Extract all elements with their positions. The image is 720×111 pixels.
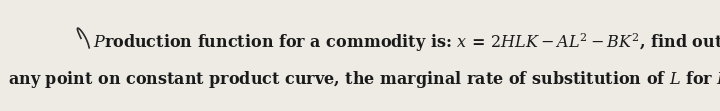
Text: any point on constant product curve, the marginal rate of substitution of $L$ fo: any point on constant product curve, the… <box>7 69 720 90</box>
Text: $\it{P}$roduction function for a commodity is: $x$ = $2HLK - AL^2 - BK^2$, find : $\it{P}$roduction function for a commodi… <box>93 31 720 54</box>
